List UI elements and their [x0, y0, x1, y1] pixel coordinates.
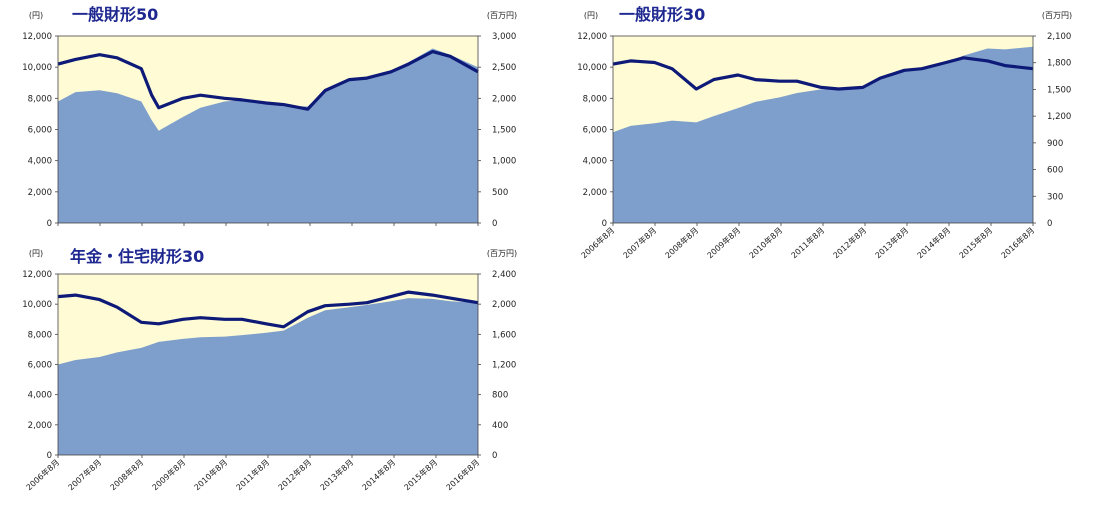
x-tick-label: 2016年8月 — [444, 457, 481, 492]
left-tick-label: 6,000 — [28, 126, 52, 136]
right-tick-label: 2,000 — [492, 300, 516, 310]
x-tick-label: 2009年8月 — [150, 457, 187, 492]
x-tick-label: 2007年8月 — [66, 457, 103, 492]
right-tick-label: 300 — [1047, 192, 1063, 202]
right-tick-label: 800 — [492, 391, 508, 401]
right-tick-label: 1,600 — [492, 330, 516, 340]
x-tick-label: 2006年8月 — [24, 457, 61, 492]
line-series — [612, 56, 1034, 91]
left-tick-label: 0 — [47, 451, 52, 461]
left-tick-label: 8,000 — [28, 94, 52, 104]
left-tick-label: 0 — [47, 219, 52, 229]
right-tick-label: 2,400 — [492, 270, 516, 280]
chart-nenkin-svg: 12,000 10,000 8,000 6,000 4,000 2,000 0 2,400 2,… — [22, 247, 517, 492]
left-unit-label: (円) — [29, 11, 43, 20]
left-tick-label: 8,000 — [28, 330, 52, 340]
right-tick-label: 600 — [1047, 166, 1063, 176]
left-tick-label: 2,000 — [28, 421, 52, 431]
area-series — [58, 298, 478, 455]
chart-nenkin: 12,000 10,000 8,000 6,000 4,000 2,000 0 2,400 2,… — [0, 242, 540, 518]
right-tick-label: 400 — [492, 421, 508, 431]
left-unit-label: (円) — [29, 249, 43, 258]
left-tick-label: 12,000 — [22, 32, 52, 42]
left-tick-label: 2,000 — [28, 188, 52, 198]
left-tick-label: 10,000 — [22, 300, 52, 310]
right-tick-label: 0 — [492, 219, 497, 229]
x-tick-label: 2008年8月 — [663, 225, 700, 260]
left-tick-label: 6,000 — [28, 361, 52, 371]
right-tick-label: 500 — [492, 188, 508, 198]
right-tick-label: 1,500 — [1047, 85, 1071, 95]
right-tick-label: 900 — [1047, 139, 1063, 149]
x-tick-label: 2010年8月 — [192, 457, 229, 492]
area-series — [58, 48, 478, 223]
right-tick-label: 1,200 — [492, 361, 516, 371]
left-tick-label: 4,000 — [583, 157, 607, 167]
left-tick-label: 12,000 — [22, 270, 52, 280]
chart-ippan30-svg: 12,000 10,000 8,000 6,000 4,000 2,000 0 2,100 1,… — [577, 5, 1072, 260]
x-tick-label: 2015年8月 — [957, 225, 994, 260]
left-tick-label: 8,000 — [583, 94, 607, 104]
chart-title: 年金・住宅財形30 — [70, 247, 204, 266]
left-tick-label: 4,000 — [28, 157, 52, 167]
x-tick-label: 2012年8月 — [831, 225, 868, 260]
x-tick-label: 2010年8月 — [747, 225, 784, 260]
right-tick-label: 0 — [1047, 219, 1052, 229]
left-tick-label: 4,000 — [28, 391, 52, 401]
x-tick-label: 2008年8月 — [108, 457, 145, 492]
line-series — [57, 49, 479, 111]
chart-title: 一般財形50 — [72, 5, 158, 24]
x-tick-label: 2014年8月 — [915, 225, 952, 260]
right-tick-label: 1,800 — [1047, 59, 1071, 69]
x-tick-label: 2006年8月 — [579, 225, 616, 260]
left-unit-label: (円) — [584, 11, 598, 20]
right-unit-label: (百万円) — [487, 11, 517, 20]
area-series — [613, 46, 1033, 224]
x-tick-label: 2016年8月 — [999, 225, 1036, 260]
right-tick-label: 2,000 — [492, 94, 516, 104]
line-series — [57, 290, 479, 329]
chart-ippan50-svg: 12,000 10,000 8,000 6,000 4,000 2,000 0 3,000 2,… — [22, 5, 517, 229]
right-tick-label: 2,100 — [1047, 32, 1071, 42]
x-tick-label: 2013年8月 — [318, 457, 355, 492]
right-unit-label: (百万円) — [1042, 11, 1072, 20]
right-tick-label: 1,000 — [492, 157, 516, 167]
left-tick-label: 0 — [602, 219, 607, 229]
left-tick-label: 2,000 — [583, 188, 607, 198]
chart-ippan50: 12,000 10,000 8,000 6,000 4,000 2,000 0 3,000 2,… — [0, 0, 540, 250]
right-tick-label: 2,500 — [492, 63, 516, 73]
chart-ippan30: 12,000 10,000 8,000 6,000 4,000 2,000 0 2,100 1,… — [555, 0, 1095, 300]
x-tick-label: 2015年8月 — [402, 457, 439, 492]
left-tick-label: 12,000 — [577, 32, 607, 42]
right-tick-label: 1,200 — [1047, 112, 1071, 122]
x-tick-label: 2009年8月 — [705, 225, 742, 260]
right-tick-label: 3,000 — [492, 32, 516, 42]
left-tick-label: 10,000 — [22, 63, 52, 73]
right-tick-label: 0 — [492, 451, 497, 461]
right-unit-label: (百万円) — [487, 249, 517, 258]
x-tick-label: 2013年8月 — [873, 225, 910, 260]
x-tick-label: 2012年8月 — [276, 457, 313, 492]
x-tick-label: 2014年8月 — [360, 457, 397, 492]
right-tick-label: 1,500 — [492, 126, 516, 136]
x-tick-label: 2011年8月 — [234, 457, 271, 492]
left-tick-label: 10,000 — [577, 63, 607, 73]
x-tick-label: 2007年8月 — [621, 225, 658, 260]
chart-title: 一般財形30 — [619, 5, 705, 24]
left-tick-label: 6,000 — [583, 126, 607, 136]
x-tick-label: 2011年8月 — [789, 225, 826, 260]
